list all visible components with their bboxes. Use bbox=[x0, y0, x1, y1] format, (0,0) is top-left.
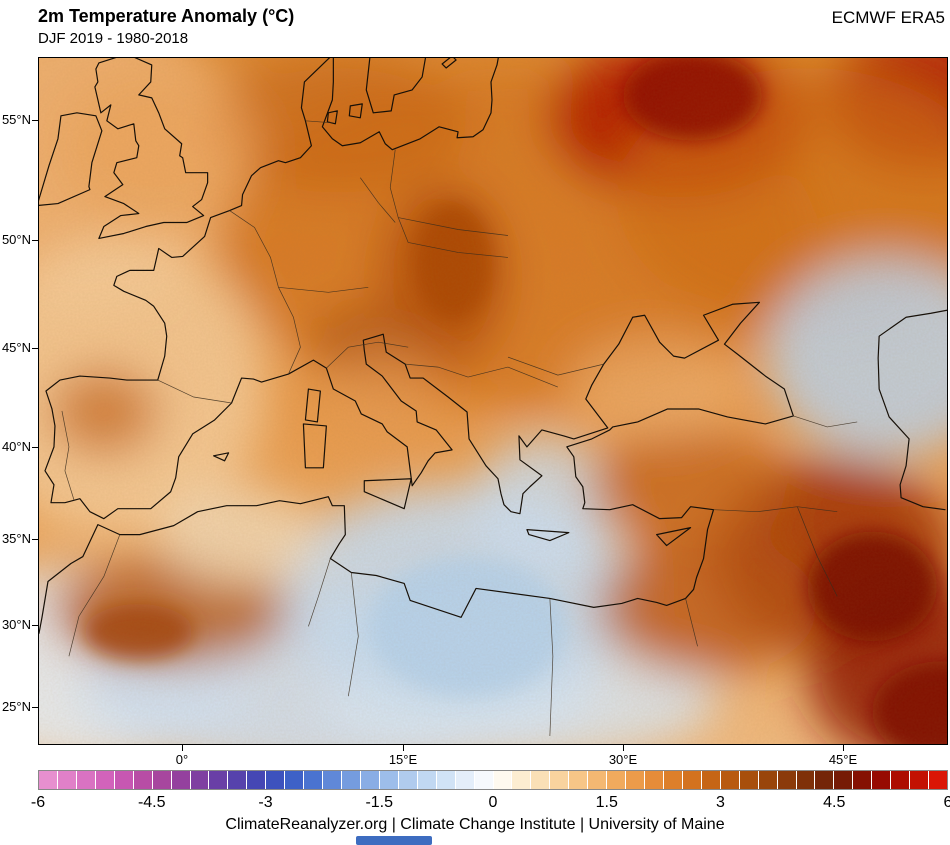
colorbar-cell bbox=[228, 771, 247, 789]
colorbar-cell bbox=[682, 771, 701, 789]
page-subtitle: DJF 2019 - 1980-2018 bbox=[38, 30, 189, 47]
colorbar-cell bbox=[569, 771, 588, 789]
lon-tickmark bbox=[623, 745, 624, 751]
colorbar-cell bbox=[114, 771, 133, 789]
mainland-coastline bbox=[39, 58, 794, 634]
islands-coastline bbox=[213, 58, 692, 547]
footer-credit: ClimateReanalyzer.org | Climate Change I… bbox=[225, 816, 725, 833]
colorbar-cell bbox=[323, 771, 341, 789]
page-title: 2m Temperature Anomaly (°C) bbox=[38, 6, 295, 26]
colorbar-tick-label: 4.5 bbox=[823, 794, 846, 811]
colorbar-cell bbox=[39, 771, 57, 789]
dataset-label: ECMWF ERA5 bbox=[831, 8, 945, 27]
lon-tickmark bbox=[843, 745, 844, 751]
lon-tick-label: 30°E bbox=[608, 752, 638, 767]
colorbar bbox=[38, 770, 948, 790]
colorbar-cell bbox=[550, 771, 569, 789]
country-borders bbox=[61, 120, 858, 737]
colorbar-cell bbox=[758, 771, 777, 789]
lat-tick-label: 30°N bbox=[1, 617, 31, 632]
colorbar-cell bbox=[588, 771, 607, 789]
colorbar-cell bbox=[645, 771, 663, 789]
colorbar-cell bbox=[796, 771, 815, 789]
lat-tick-label: 35°N bbox=[1, 531, 31, 546]
lat-tick-label: 45°N bbox=[1, 340, 31, 355]
colorbar-cell bbox=[285, 771, 304, 789]
caspian-coastline bbox=[877, 309, 947, 511]
colorbar-cell bbox=[360, 771, 379, 789]
colorbar-cell bbox=[663, 771, 682, 789]
colorbar-cell bbox=[853, 771, 872, 789]
colorbar-cell bbox=[607, 771, 626, 789]
colorbar-cell bbox=[209, 771, 228, 789]
lon-tick-label: 45°E bbox=[828, 752, 858, 767]
colorbar-cell bbox=[171, 771, 190, 789]
colorbar-cell bbox=[701, 771, 720, 789]
lat-tick-label: 25°N bbox=[1, 699, 31, 714]
colorbar-cell bbox=[76, 771, 95, 789]
colorbar-cell bbox=[720, 771, 739, 789]
colorbar-tick-label: -6 bbox=[30, 794, 46, 811]
lat-tick-label: 55°N bbox=[1, 112, 31, 127]
colorbar-tick-label: 0 bbox=[488, 794, 498, 811]
colorbar-cell bbox=[417, 771, 436, 789]
colorbar-cell bbox=[493, 771, 512, 789]
colorbar-cell bbox=[304, 771, 323, 789]
europe-anomaly-map bbox=[39, 58, 947, 744]
colorbar-cell bbox=[57, 771, 76, 789]
colorbar-cell bbox=[929, 771, 947, 789]
colorbar-tick-label: -3 bbox=[258, 794, 273, 811]
lon-tick-label: 15°E bbox=[388, 752, 418, 767]
colorbar-cell bbox=[379, 771, 398, 789]
colorbar-tick-label: -4.5 bbox=[137, 794, 166, 811]
lat-tick-label: 50°N bbox=[1, 232, 31, 247]
colorbar-cell bbox=[891, 771, 910, 789]
colorbar-cell bbox=[626, 771, 644, 789]
colorbar-cell bbox=[834, 771, 853, 789]
lon-tickmark bbox=[403, 745, 404, 751]
colorbar-tick-label: 3 bbox=[716, 794, 725, 811]
colorbar-cell bbox=[512, 771, 531, 789]
colorbar-tick-label: -1.5 bbox=[365, 794, 394, 811]
colorbar-cell bbox=[190, 771, 209, 789]
map-frame bbox=[38, 57, 948, 745]
lon-tickmark bbox=[182, 745, 183, 751]
footer-link-highlight[interactable] bbox=[356, 836, 432, 845]
colorbar-cell bbox=[436, 771, 455, 789]
colorbar-cell bbox=[152, 771, 171, 789]
colorbar-cell bbox=[266, 771, 285, 789]
colorbar-cell bbox=[474, 771, 493, 789]
grain-texture bbox=[39, 58, 947, 744]
british-isles-coastline bbox=[39, 58, 209, 240]
colorbar-cell bbox=[247, 771, 266, 789]
colorbar-cell bbox=[398, 771, 417, 789]
colorbar-cell bbox=[133, 771, 152, 789]
colorbar-cell bbox=[910, 771, 929, 789]
colorbar-cell bbox=[531, 771, 550, 789]
coastlines bbox=[39, 58, 947, 634]
colorbar-tick-label: 1.5 bbox=[595, 794, 618, 811]
colorbar-cell bbox=[815, 771, 834, 789]
lat-tick-label: 40°N bbox=[1, 439, 31, 454]
colorbar-tick-label: 6 bbox=[943, 794, 950, 811]
lon-tick-label: 0° bbox=[175, 752, 189, 767]
colorbar-cell bbox=[777, 771, 796, 789]
colorbar-cell bbox=[95, 771, 114, 789]
colorbar-cell bbox=[872, 771, 891, 789]
colorbar-cell bbox=[342, 771, 360, 789]
colorbar-cell bbox=[739, 771, 758, 789]
colorbar-cell bbox=[455, 771, 474, 789]
